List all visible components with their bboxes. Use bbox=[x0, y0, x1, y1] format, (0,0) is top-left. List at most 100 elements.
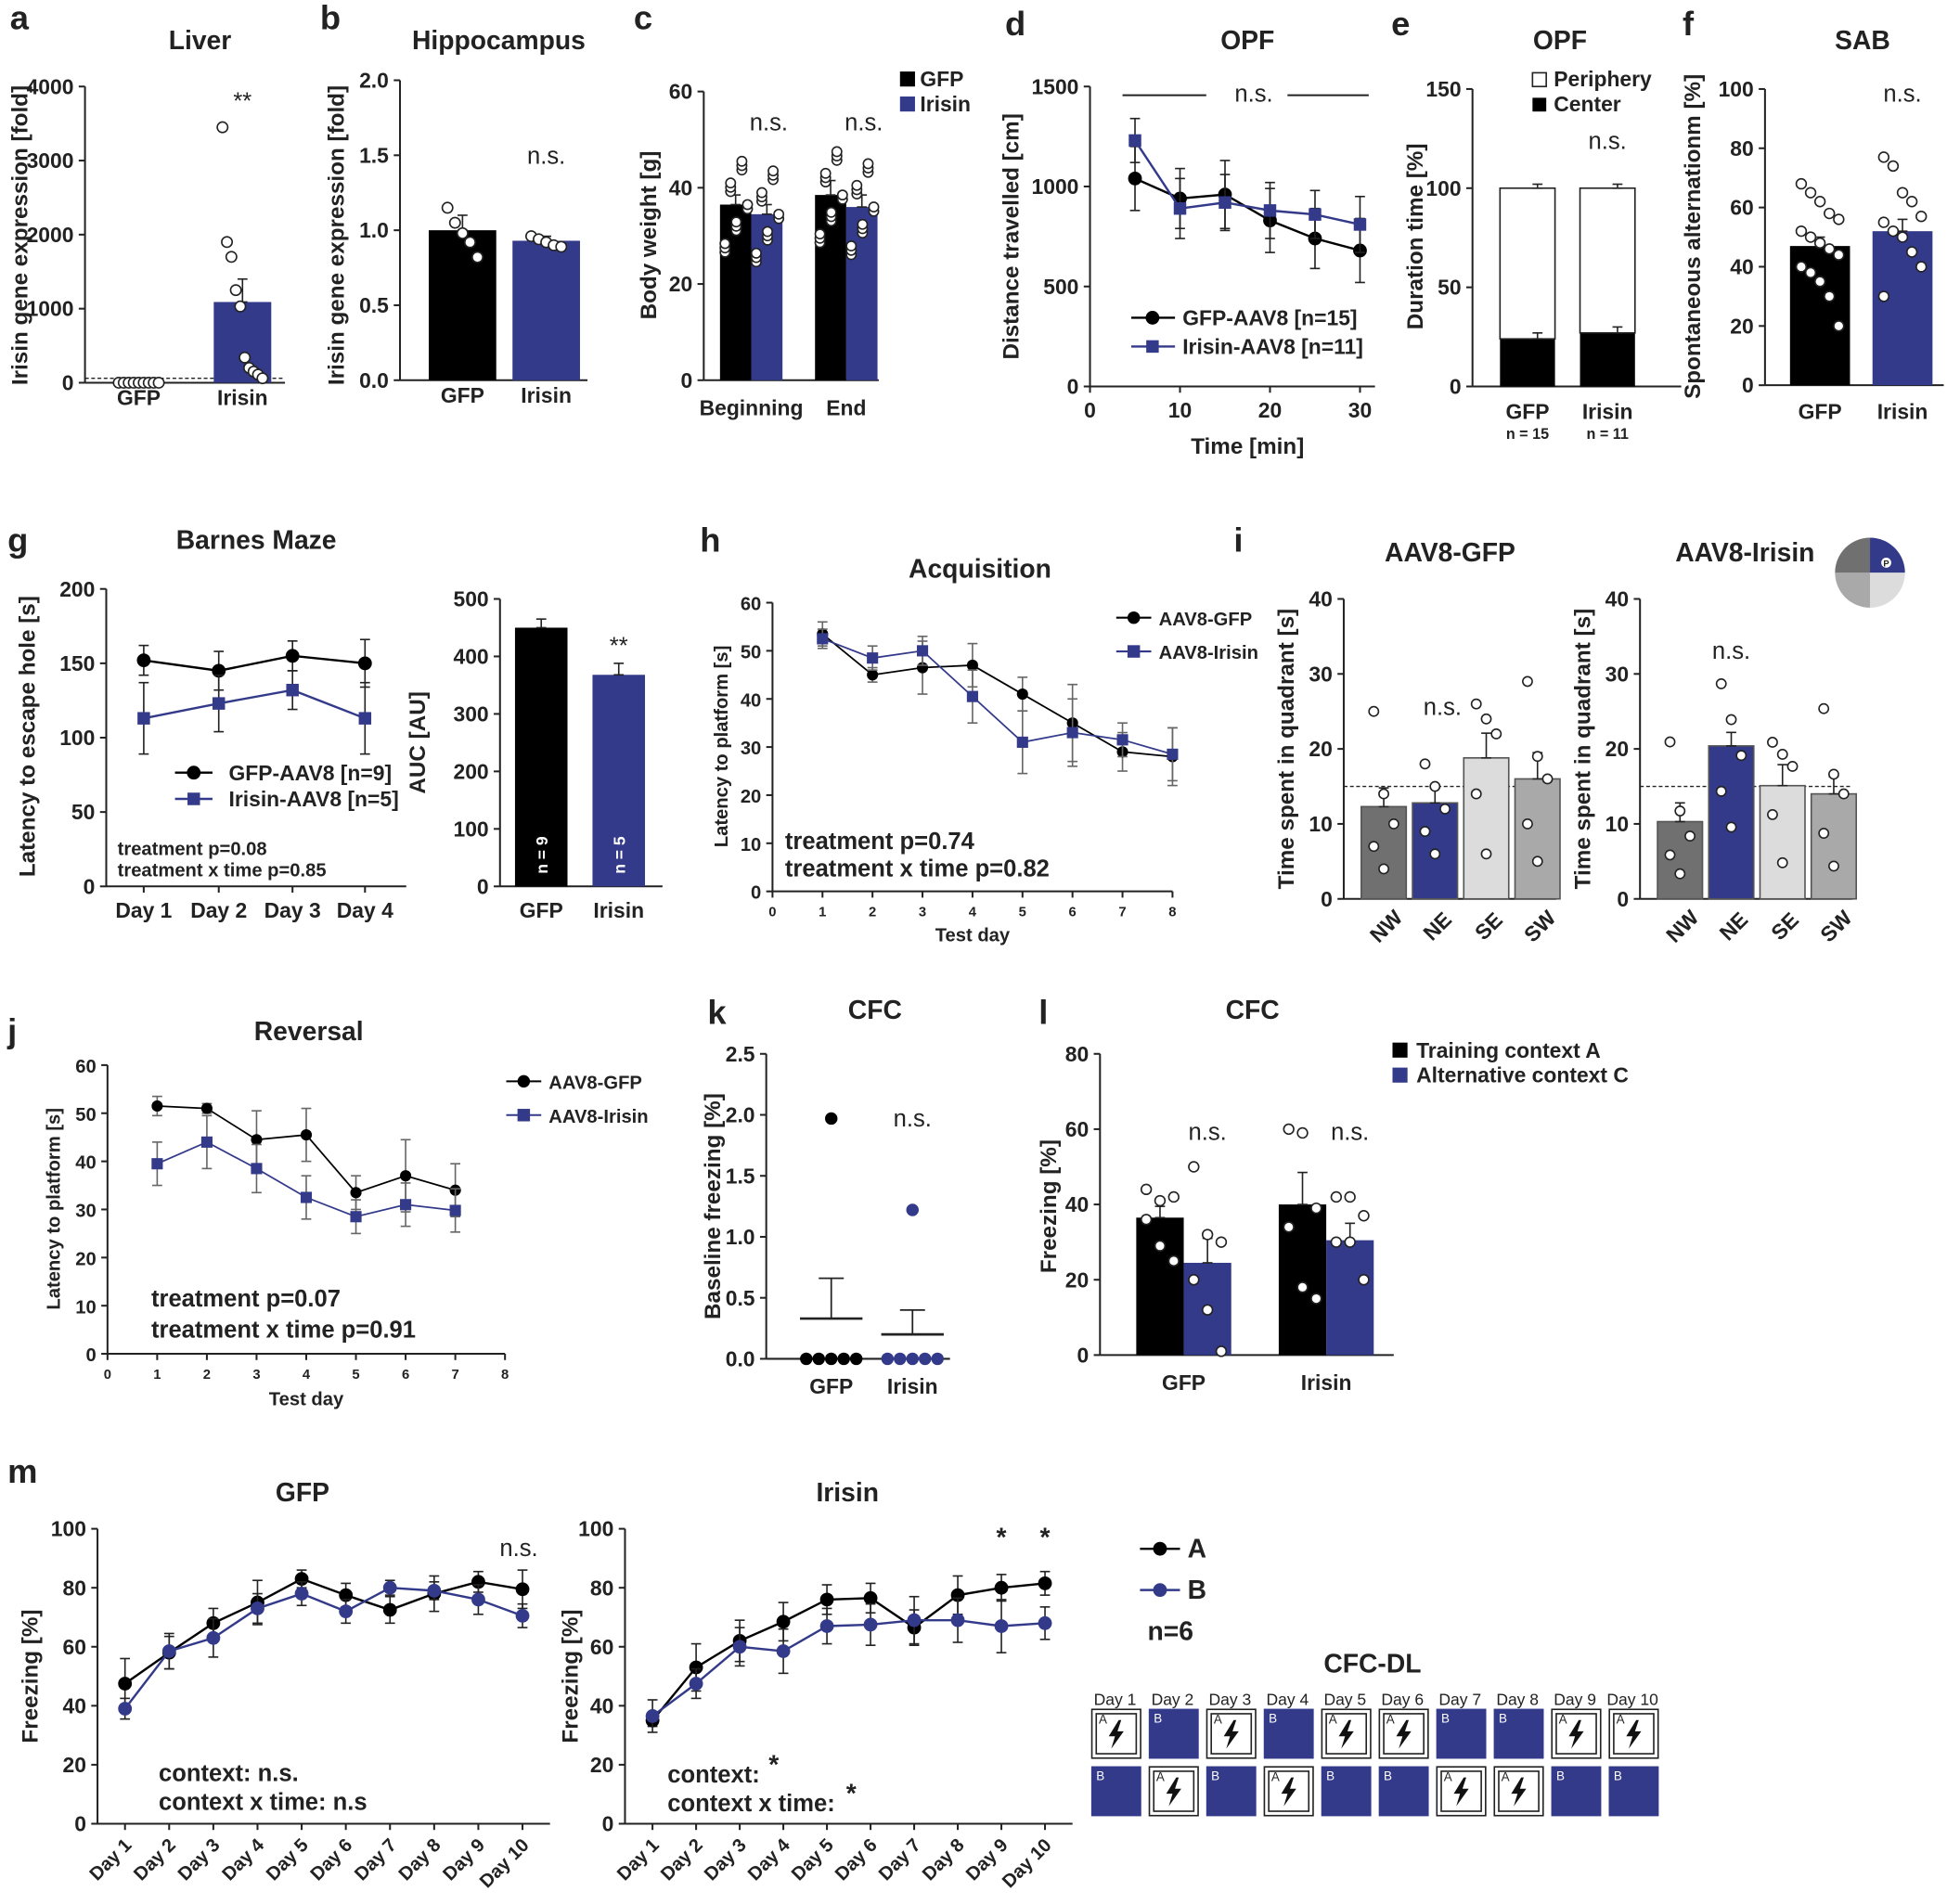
panel-e-title: OPF bbox=[1533, 25, 1587, 55]
panel-f-point bbox=[1824, 207, 1836, 220]
panel-c-point bbox=[831, 146, 843, 158]
panel-m1-point bbox=[294, 1587, 309, 1601]
panel-b-y-tick-label: 0.0 bbox=[359, 368, 389, 392]
panel-g1-legend-marker bbox=[187, 792, 200, 805]
panel-l-y-tick-label: 60 bbox=[1065, 1117, 1089, 1141]
panel-i2-point bbox=[1776, 749, 1788, 760]
panel-i2-point bbox=[1715, 677, 1727, 689]
panel-h-y-tick-label: 50 bbox=[741, 642, 761, 663]
panel-i2-y-label: Time spent in quadrant [s] bbox=[1570, 609, 1595, 890]
panel-i1-y-label: Time spent in quadrant [s] bbox=[1274, 609, 1299, 890]
panel-e-y-tick-label: 100 bbox=[1425, 176, 1461, 200]
panel-l-point bbox=[1358, 1274, 1370, 1286]
panel-b-y-label: Irisin gene expression [fold] bbox=[324, 85, 349, 385]
panel-g2-y-tick-label: 500 bbox=[453, 587, 488, 611]
panel-j-y-tick-label: 30 bbox=[75, 1202, 96, 1222]
panel-g1-point bbox=[136, 653, 151, 668]
panel-j-legend-label: AAV8-GFP bbox=[548, 1073, 642, 1093]
panel-c-legend-label: GFP bbox=[920, 67, 963, 91]
panel-i1-point bbox=[1378, 863, 1389, 875]
panel-b-y-tick-label: 0.5 bbox=[359, 293, 389, 317]
panel-label-j: j bbox=[6, 1012, 17, 1050]
panel-g2-n-label: n = 5 bbox=[610, 836, 628, 874]
panel-f-point bbox=[1877, 290, 1890, 302]
cfc-dl-context-label: B bbox=[1614, 1769, 1622, 1782]
panel-h-point bbox=[1016, 736, 1028, 748]
panel-l-point bbox=[1330, 1236, 1343, 1248]
panel-c-x-label: Beginning bbox=[700, 395, 804, 419]
panel-g2-bar bbox=[592, 675, 646, 887]
cfc-dl-context-b-box bbox=[1321, 1766, 1372, 1817]
panel-j-point bbox=[251, 1134, 263, 1146]
panel-g1-point bbox=[137, 712, 150, 725]
panel-f-point bbox=[1896, 187, 1909, 199]
panel-k-point bbox=[881, 1352, 895, 1366]
panel-h-x-tick-label: 0 bbox=[768, 906, 776, 920]
panel-m1-y-tick-label: 60 bbox=[62, 1635, 85, 1659]
panel-d-point bbox=[1353, 218, 1367, 231]
panel-h-annotation: treatment x time p=0.82 bbox=[785, 856, 1050, 882]
panel-m1-point bbox=[382, 1602, 397, 1617]
panel-k-y-tick-label: 1.5 bbox=[726, 1164, 755, 1188]
panel-l-legend-label: Alternative context C bbox=[1416, 1063, 1629, 1087]
panel-d-legend-marker bbox=[1145, 311, 1160, 325]
panel-l-point bbox=[1201, 1229, 1214, 1241]
panel-i2-y-tick-label: 20 bbox=[1605, 737, 1629, 761]
panel-h-point bbox=[1016, 688, 1028, 701]
panel-m2-point bbox=[907, 1613, 922, 1627]
panel-g2-y-tick-label: 400 bbox=[453, 645, 488, 669]
panel-h-title: Acquisition bbox=[909, 554, 1051, 584]
panel-c-point bbox=[750, 247, 762, 259]
cfc-dl-context-label: A bbox=[1617, 1713, 1625, 1727]
panel-a-point bbox=[229, 284, 242, 297]
panel-d-y-tick-label: 1000 bbox=[1032, 174, 1079, 199]
panel-c-legend-swatch bbox=[899, 71, 915, 87]
panel-a-point bbox=[152, 377, 165, 389]
panel-m1-point bbox=[515, 1608, 530, 1623]
panel-c-point bbox=[814, 228, 826, 240]
panel-f-point bbox=[1877, 216, 1890, 228]
panel-m1-x-label: Day 7 bbox=[351, 1835, 401, 1885]
panel-i1-y-tick-label: 40 bbox=[1309, 587, 1332, 611]
platform-marker-label: P bbox=[1883, 558, 1889, 568]
panel-g-y-label: Latency to escape hole [s] bbox=[16, 596, 41, 877]
panel-m1-y-tick-label: 0 bbox=[74, 1812, 86, 1836]
panel-j-x-tick-label: 0 bbox=[104, 1368, 111, 1383]
panel-i2-x-label: SE bbox=[1766, 907, 1803, 945]
panel-i2-point bbox=[1767, 737, 1778, 748]
panel-a-point bbox=[216, 121, 229, 134]
panel-h-y-tick-label: 10 bbox=[741, 835, 761, 856]
panel-m2-point bbox=[863, 1590, 878, 1605]
panel-label-i: i bbox=[1233, 521, 1243, 559]
panel-g1-annotation: treatment p=0.08 bbox=[118, 840, 267, 860]
panel-g1-legend-marker bbox=[187, 765, 201, 780]
panel-m2-series-line bbox=[651, 1618, 1046, 1717]
panel-i1-point bbox=[1439, 803, 1451, 815]
panel-i2-point bbox=[1786, 761, 1799, 772]
panel-l-legend-swatch bbox=[1392, 1042, 1408, 1058]
panel-b-point bbox=[456, 226, 469, 239]
panel-l-point bbox=[1167, 1190, 1180, 1203]
panel-m2-point bbox=[994, 1619, 1009, 1633]
panel-label-b: b bbox=[320, 0, 341, 36]
panel-k-signif: n.s. bbox=[894, 1106, 932, 1132]
panel-i1-point bbox=[1419, 826, 1431, 837]
panel-g1-y-tick-label: 200 bbox=[59, 577, 95, 601]
panel-h-point bbox=[966, 690, 978, 702]
panel-g2-n-label: n = 9 bbox=[533, 836, 551, 874]
panel-c-point bbox=[725, 177, 737, 189]
panel-m1-series-line bbox=[123, 1577, 523, 1685]
platform-marker-icon bbox=[1881, 558, 1891, 568]
panel-i1-point bbox=[1470, 788, 1482, 800]
panel-c-legend-swatch bbox=[899, 96, 915, 112]
panel-l-point bbox=[1140, 1214, 1153, 1226]
panel-m1-point bbox=[118, 1677, 133, 1691]
panel-i1-point bbox=[1490, 728, 1502, 740]
panel-g2-y-tick-label: 200 bbox=[453, 759, 488, 783]
lightning-bolt-icon bbox=[1511, 1777, 1527, 1807]
panel-j-x-tick-label: 7 bbox=[452, 1368, 459, 1383]
panel-k-point bbox=[931, 1352, 944, 1366]
panel-i2-y-tick-label: 30 bbox=[1605, 662, 1629, 686]
cfc-dl-day-label: Day 3 bbox=[1209, 1691, 1252, 1709]
panel-k-x-label: GFP bbox=[809, 1374, 853, 1398]
